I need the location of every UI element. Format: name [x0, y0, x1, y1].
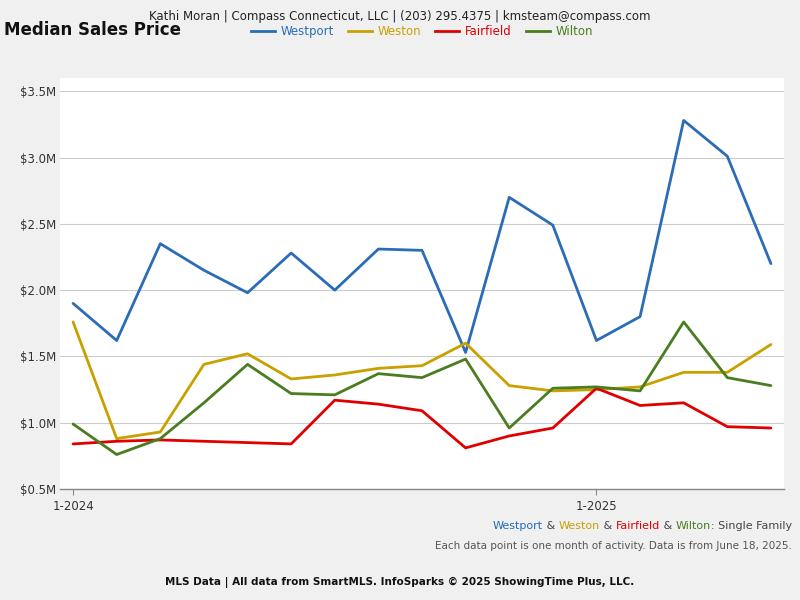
- Text: Weston: Weston: [558, 521, 600, 531]
- Text: &: &: [600, 521, 616, 531]
- Text: Fairfield: Fairfield: [616, 521, 660, 531]
- Text: Each data point is one month of activity. Data is from June 18, 2025.: Each data point is one month of activity…: [435, 541, 792, 551]
- Text: Wilton: Wilton: [676, 521, 711, 531]
- Text: Median Sales Price: Median Sales Price: [4, 21, 181, 39]
- Legend: Westport, Weston, Fairfield, Wilton: Westport, Weston, Fairfield, Wilton: [246, 20, 598, 43]
- Text: MLS Data | All data from SmartMLS. InfoSparks © 2025 ShowingTime Plus, LLC.: MLS Data | All data from SmartMLS. InfoS…: [166, 577, 634, 588]
- Text: Kathi Moran | Compass Connecticut, LLC | (203) 295.4375 | kmsteam@compass.com: Kathi Moran | Compass Connecticut, LLC |…: [150, 10, 650, 23]
- Text: : Single Family: : Single Family: [711, 521, 792, 531]
- Text: &: &: [543, 521, 558, 531]
- Text: Westport: Westport: [493, 521, 543, 531]
- Text: &: &: [660, 521, 676, 531]
